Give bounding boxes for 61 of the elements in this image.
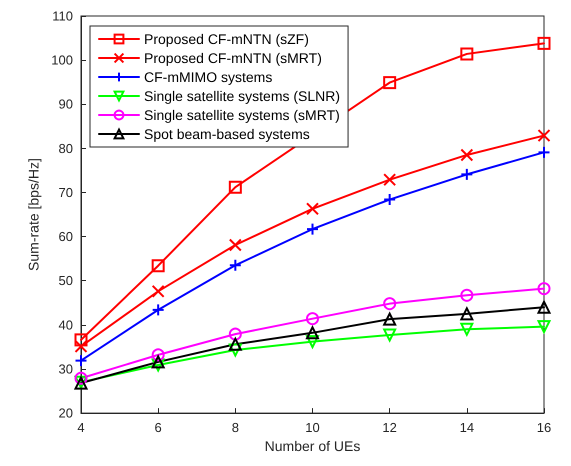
point [538,300,550,314]
point [152,348,165,362]
y-axis-title: Sum-rate [bps/Hz] [25,158,42,271]
x-tick-label: 16 [536,420,552,436]
point [383,312,396,326]
point [306,335,319,348]
point [460,168,474,181]
point [460,322,474,336]
point [306,222,319,236]
x-tick-label: 8 [232,420,239,436]
y-tick-label: 70 [58,184,73,200]
point [538,129,550,142]
point [383,328,396,342]
y-tick-label: 20 [58,406,73,421]
y-tick-label: 40 [58,317,73,332]
point [383,76,396,90]
point [306,326,319,340]
point [152,259,165,272]
y-tick-label: 90 [58,96,73,112]
point [228,338,242,351]
point [306,312,319,326]
x-tick-label: 4 [77,420,85,436]
y-tick-label: 110 [52,8,73,24]
point [228,180,242,194]
legend-label: Single satellite systems (sMRT) [144,107,340,123]
y-tick-label: 50 [58,273,73,288]
x-axis-title: Number of UEs [264,438,360,454]
point [74,372,88,385]
point [228,344,242,357]
legend-label: Spot beam-based systems [144,126,310,142]
point [152,355,165,368]
point [74,354,88,368]
point [538,36,550,50]
legend-label: Proposed CF-mNTN (sZF) [144,31,309,47]
point [460,288,474,302]
point [383,297,396,310]
point [228,328,242,341]
point [306,202,319,216]
y-tick-label: 60 [58,229,73,244]
legend-label: Single satellite systems (SLNR) [144,88,340,104]
y-tick-label: 30 [58,361,73,376]
x-tick-label: 14 [460,420,474,436]
point [152,303,165,316]
point [460,307,474,320]
point [538,146,550,159]
y-tick-label: 80 [58,140,73,156]
point [538,320,550,334]
legend-label: CF-mMIMO systems [144,69,272,85]
point [538,282,550,296]
point [460,47,474,60]
point [460,148,474,162]
x-tick-label: 10 [305,420,320,436]
point [228,238,242,252]
x-tick-label: 12 [382,420,397,436]
point [228,258,242,272]
point [383,193,396,206]
y-tick-label: 100 [51,52,73,68]
point [74,333,88,346]
x-tick-label: 6 [154,420,162,436]
point [383,173,396,186]
legend-label: Proposed CF-mNTN (sMRT) [144,50,322,66]
